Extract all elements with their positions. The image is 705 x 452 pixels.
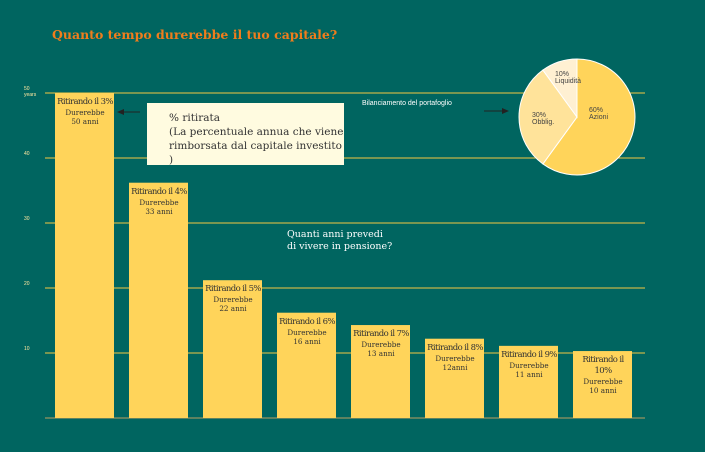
bar-label-sub: Durerebbe: [509, 360, 549, 370]
bar-7%: [351, 325, 410, 418]
bar-label-head: Ritirando il 9%: [501, 349, 557, 360]
bar-label-head: Ritirando il 7%: [353, 329, 409, 340]
arrow-icon: [502, 108, 509, 114]
bar-label-head: Ritirando il 3%: [57, 97, 113, 107]
question-text: Quanti anni prevedi di vivere in pension…: [287, 229, 392, 253]
bar-label: Ritirando il 10% Durerebbe 10 anni: [573, 355, 633, 395]
y-tick-label: 50: [24, 86, 30, 92]
bar-10%: [573, 351, 632, 418]
bar-label-years: 22 anni: [219, 304, 247, 314]
bar-label: Ritirando il 4% Durerebbe 33 anni: [129, 187, 189, 216]
pie-pct: 30%: [532, 112, 546, 119]
y-tick-label: 30: [24, 216, 30, 222]
portfolio-label: Bilanciamento del portafoglio: [362, 100, 452, 107]
pie-pct: 60%: [589, 107, 603, 114]
bar-label-years: 50 anni: [71, 117, 99, 126]
bar-label-head: Ritirando il 5%: [205, 284, 261, 295]
bar-label: Ritirando il 3% Durerebbe 50 anni: [55, 97, 115, 126]
bar-label-head: Ritirando il 4%: [131, 186, 187, 197]
bar-label: Ritirando il 8% Durerebbe 12anni: [425, 343, 485, 372]
callout-box: % ritirata (La percentuale annua che vie…: [147, 103, 344, 166]
pie-slice-Liquidità: [542, 58, 578, 119]
bar-label: Ritirando il 5% Durerebbe 22 anni: [203, 284, 263, 313]
question-line: Quanti anni prevedi: [287, 229, 383, 240]
y-tick-label: 10: [24, 346, 30, 352]
bar-label-sub: Durerebbe: [65, 108, 105, 117]
pie-slice-Obblig.: [518, 69, 578, 165]
bar-5%: [203, 280, 262, 418]
bar-label: Ritirando il 7% Durerebbe 13 anni: [351, 329, 411, 358]
bar-4%: [129, 182, 188, 418]
question-line: di vivere in pensione?: [287, 241, 393, 252]
pie-slice-Azioni: [542, 58, 636, 176]
bar-8%: [425, 338, 484, 418]
bar-label-years: 12anni: [442, 362, 468, 372]
callout-line: rimborsata dal capitale investito ): [169, 140, 342, 166]
bar-label-years: 33 anni: [145, 206, 173, 216]
bar-label-sub: Durerebbe: [139, 197, 179, 207]
y-unit-label: years: [24, 92, 37, 98]
bar-6%: [277, 312, 336, 418]
callout-line: % ritirata: [169, 112, 221, 124]
bar-label-sub: Durerebbe: [435, 353, 475, 363]
pie-pct: 10%: [555, 71, 569, 78]
bar-3%: [55, 93, 114, 418]
chart-title: Quanto tempo durerebbe il tuo capitale?: [52, 27, 338, 42]
y-tick-label: 40: [24, 151, 30, 157]
pie-label: Obblig.: [532, 119, 554, 126]
bar-label-head: Ritirando il 8%: [427, 342, 483, 353]
bar-label: Ritirando il 6% Durerebbe 16 anni: [277, 317, 337, 346]
pie-label: Azioni: [589, 114, 609, 121]
bar-label-sub: Durerebbe: [287, 327, 327, 337]
callout-line: (La percentuale annua che viene: [169, 126, 344, 138]
bar-label-sub: Durerebbe: [583, 377, 623, 387]
bar-label-head: Ritirando il 6%: [279, 316, 335, 327]
bar-9%: [499, 345, 558, 418]
bar-label-head: Ritirando il 10%: [582, 355, 624, 377]
y-tick-label: 20: [24, 281, 30, 287]
bar-label-years: 10 anni: [589, 386, 617, 396]
pie-label: Liquidità: [555, 78, 581, 85]
bar-label-years: 13 anni: [367, 349, 395, 359]
bar-label-sub: Durerebbe: [361, 340, 401, 350]
bar-label-years: 16 anni: [293, 336, 321, 346]
bar-label: Ritirando il 9% Durerebbe 11 anni: [499, 350, 559, 379]
bar-label-years: 11 anni: [515, 369, 543, 379]
bar-label-sub: Durerebbe: [213, 295, 253, 305]
arrow-icon: [117, 109, 124, 115]
